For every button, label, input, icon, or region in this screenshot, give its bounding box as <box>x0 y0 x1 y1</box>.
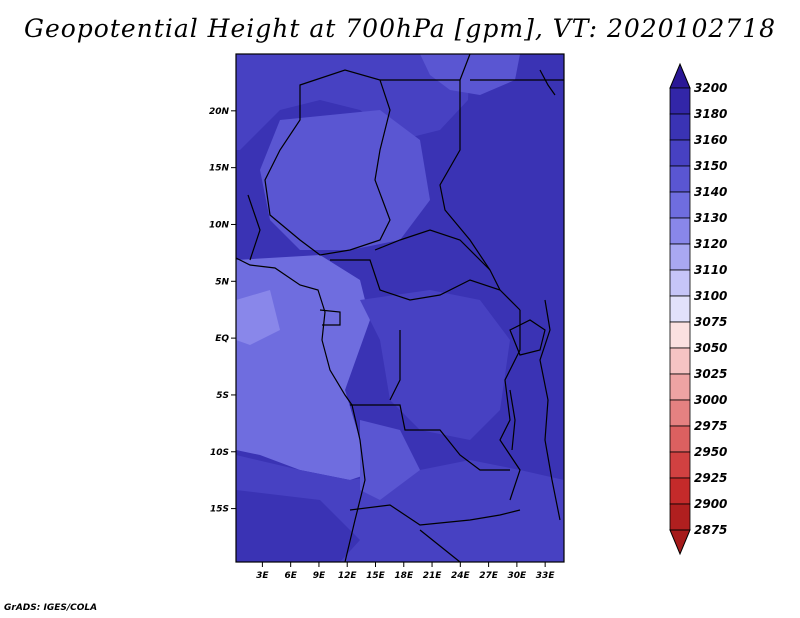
colorbar-top-arrow <box>669 62 691 89</box>
borders-layer <box>235 53 564 563</box>
border-congo-east <box>499 310 521 501</box>
colorbar-segment <box>669 191 691 219</box>
colorbar-segment <box>669 373 691 401</box>
colorbar-label: 2950 <box>694 445 727 459</box>
border-car-south <box>330 259 521 311</box>
border-angola-north <box>350 404 510 471</box>
lon-tick-label: 24E <box>451 571 471 581</box>
lon-tick-label: 33E <box>536 571 556 581</box>
border-niger-chad <box>264 69 391 256</box>
colorbar-label: 3180 <box>694 107 727 121</box>
lon-tick-label: 30E <box>508 571 528 581</box>
lon-tick-label: 18E <box>394 571 414 581</box>
colorbar-label: 2900 <box>694 497 727 511</box>
lat-tick-label: 15N <box>209 164 230 174</box>
colorbar-segment <box>669 113 691 141</box>
colorbar: 3200 3180 3160 3150 3140 3130 3120 3110 3100 3075… <box>669 62 727 556</box>
field-congo-region <box>360 290 510 440</box>
field-angola-region <box>360 420 420 500</box>
field-gulf-light-region <box>236 290 280 345</box>
colorbar-bottom-arrow <box>669 529 691 556</box>
colorbar-label: 2875 <box>694 523 727 537</box>
border-congo-river <box>389 330 401 401</box>
grads-credit: GrADS: IGES/COLA <box>4 603 98 613</box>
colorbar-label: 3050 <box>694 341 727 355</box>
lon-tick-label: 6E <box>284 571 297 581</box>
map-frame <box>235 53 565 563</box>
border-gabon <box>319 309 341 326</box>
lat-tick-label: 15S <box>210 505 229 515</box>
coastline-west <box>235 257 366 563</box>
colorbar-label: 3110 <box>694 263 727 277</box>
lat-tick-label: 20N <box>209 107 230 117</box>
lat-tick-label: EQ <box>215 334 229 344</box>
lon-tick-label: 3E <box>256 571 269 581</box>
colorbar-segment <box>669 321 691 349</box>
lake-victoria <box>509 319 546 356</box>
coastline-east <box>539 299 561 521</box>
lat-tick-label: 5N <box>215 277 229 287</box>
map-title: Geopotential Height at 700hPa [gpm], VT:… <box>23 14 777 43</box>
border-zambia-south <box>419 529 461 563</box>
lon-tick-label: 9E <box>313 571 326 581</box>
field-north-light-region <box>420 54 520 95</box>
colorbar-label: 3130 <box>694 211 727 225</box>
lon-tick-label: 21E <box>423 571 443 581</box>
border-angola-south <box>349 504 521 526</box>
field-southwest-region <box>236 490 360 562</box>
colorbar-segment <box>669 217 691 245</box>
lon-tick-label: 12E <box>338 571 358 581</box>
colorbar-label: 3100 <box>694 289 727 303</box>
field-north-region <box>236 54 470 150</box>
lon-tick-label: 27E <box>479 571 499 581</box>
contour-field <box>236 54 564 562</box>
lat-tick-label: 5S <box>216 391 229 401</box>
lake-tanganyika <box>509 389 516 451</box>
longitude-axis: 3E 6E 9E 12E 15E 18E 21E 24E 27E 30E 33E <box>256 562 555 581</box>
colorbar-label: 3160 <box>694 133 727 147</box>
colorbar-segment <box>669 503 691 531</box>
colorbar-segment <box>669 425 691 453</box>
colorbar-label: 2925 <box>694 471 727 485</box>
latitude-axis: 20N 15N 10N 5N EQ 5S 10S 15S <box>209 107 236 515</box>
colorbar-segment <box>669 269 691 297</box>
field-sahel-region <box>260 110 430 250</box>
colorbar-label: 3200 <box>694 81 727 95</box>
colorbar-segment <box>669 451 691 479</box>
colorbar-label: 3150 <box>694 159 727 173</box>
colorbar-segment <box>669 347 691 375</box>
colorbar-label: 3025 <box>694 367 727 381</box>
lat-tick-label: 10S <box>210 448 229 458</box>
colorbar-label: 3000 <box>694 393 727 407</box>
colorbar-segment <box>669 139 691 167</box>
colorbar-label: 2975 <box>694 419 727 433</box>
colorbar-segment <box>669 87 691 115</box>
colorbar-segment <box>669 165 691 193</box>
coastline-red-sea <box>539 69 556 96</box>
colorbar-segment <box>669 399 691 427</box>
lat-tick-label: 10N <box>209 220 230 230</box>
lon-tick-label: 15E <box>366 571 386 581</box>
colorbar-label: 3140 <box>694 185 727 199</box>
border-car-north <box>374 229 491 271</box>
colorbar-segment <box>669 477 691 505</box>
colorbar-label: 3075 <box>694 315 727 329</box>
colorbar-label: 3120 <box>694 237 727 251</box>
border-nigeria-west <box>247 194 261 261</box>
colorbar-segment <box>669 295 691 323</box>
colorbar-segment <box>669 243 691 271</box>
